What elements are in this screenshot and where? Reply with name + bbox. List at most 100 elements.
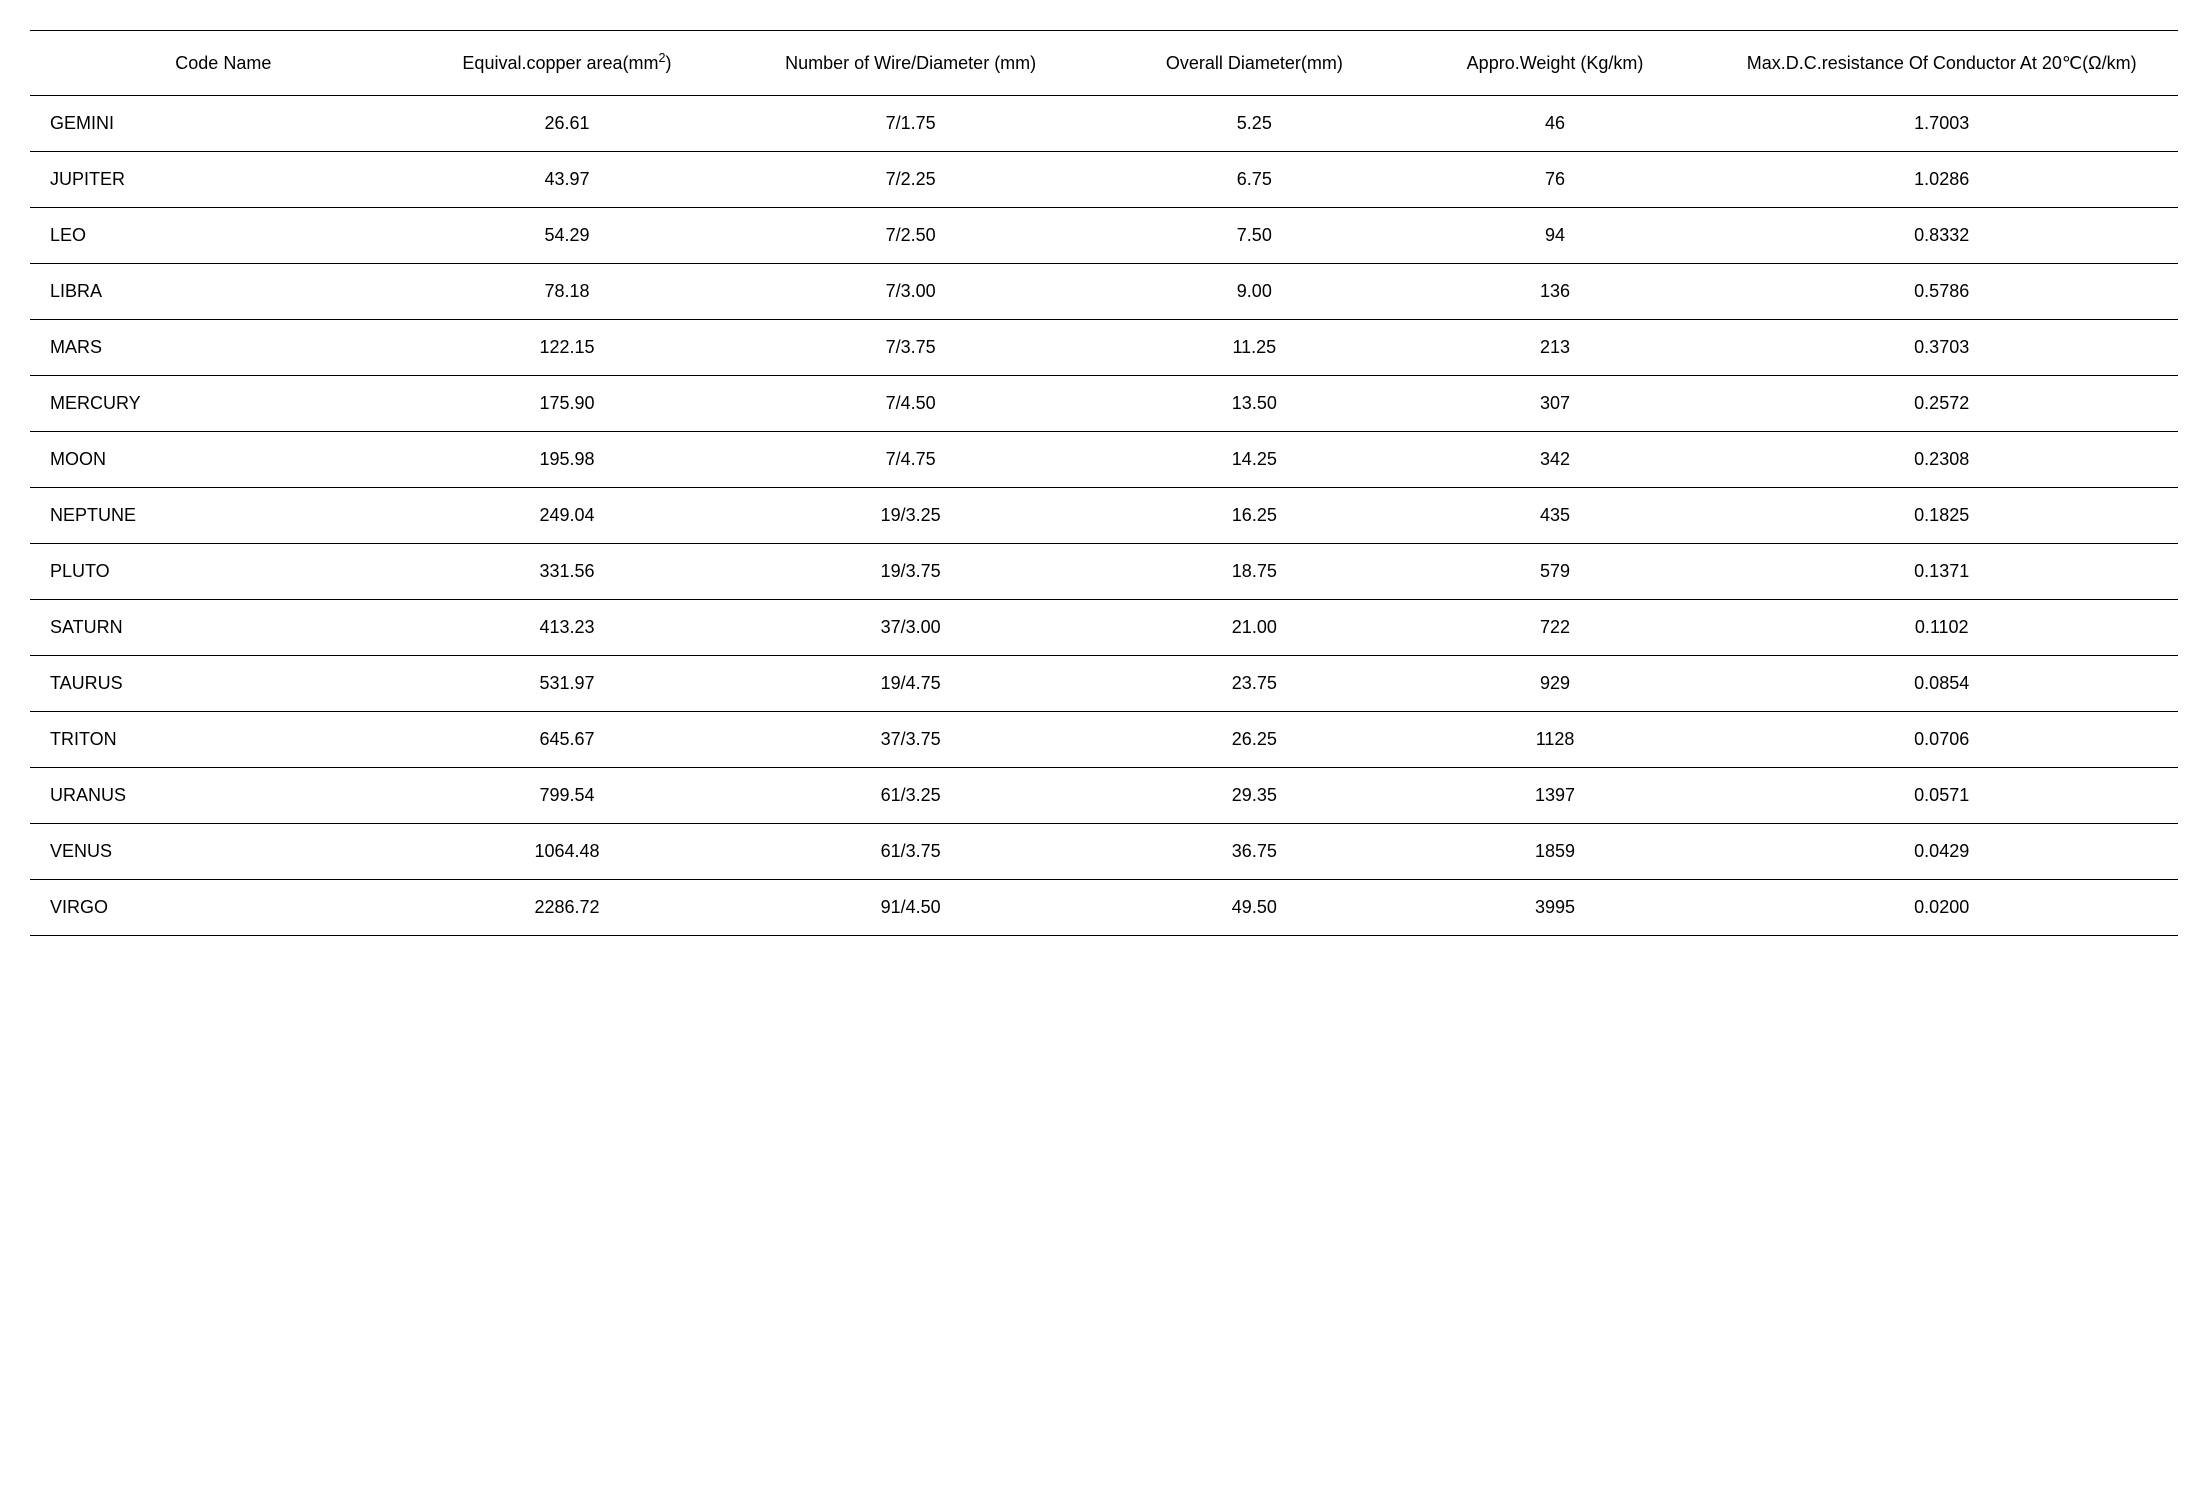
header-weight: Appro.Weight (Kg/km) xyxy=(1405,31,1706,96)
table-header: Code NameEquival.copper area(mm2)Number … xyxy=(30,31,2178,96)
cell-area: 195.98 xyxy=(417,432,718,488)
cell-weight: 342 xyxy=(1405,432,1706,488)
cell-area: 122.15 xyxy=(417,320,718,376)
cell-area: 531.97 xyxy=(417,656,718,712)
cell-code: URANUS xyxy=(30,768,417,824)
table-row: LIBRA78.187/3.009.001360.5786 xyxy=(30,264,2178,320)
table-header-row: Code NameEquival.copper area(mm2)Number … xyxy=(30,31,2178,96)
cell-resistance: 0.0706 xyxy=(1705,712,2178,768)
cell-code: TRITON xyxy=(30,712,417,768)
cell-wire: 61/3.75 xyxy=(717,824,1104,880)
cell-area: 175.90 xyxy=(417,376,718,432)
cell-resistance: 0.5786 xyxy=(1705,264,2178,320)
cell-wire: 37/3.00 xyxy=(717,600,1104,656)
cell-area: 43.97 xyxy=(417,152,718,208)
cell-diameter: 29.35 xyxy=(1104,768,1405,824)
table-row: MARS122.157/3.7511.252130.3703 xyxy=(30,320,2178,376)
cell-code: LIBRA xyxy=(30,264,417,320)
cell-code: TAURUS xyxy=(30,656,417,712)
cell-diameter: 9.00 xyxy=(1104,264,1405,320)
cell-resistance: 0.1102 xyxy=(1705,600,2178,656)
cell-resistance: 0.8332 xyxy=(1705,208,2178,264)
cell-resistance: 1.7003 xyxy=(1705,96,2178,152)
cell-area: 645.67 xyxy=(417,712,718,768)
cell-wire: 19/4.75 xyxy=(717,656,1104,712)
cell-diameter: 23.75 xyxy=(1104,656,1405,712)
cell-diameter: 11.25 xyxy=(1104,320,1405,376)
cell-resistance: 0.3703 xyxy=(1705,320,2178,376)
cell-resistance: 0.1371 xyxy=(1705,544,2178,600)
cell-resistance: 1.0286 xyxy=(1705,152,2178,208)
table-body: GEMINI26.617/1.755.25461.7003JUPITER43.9… xyxy=(30,96,2178,936)
header-area: Equival.copper area(mm2) xyxy=(417,31,718,96)
cell-weight: 307 xyxy=(1405,376,1706,432)
cell-weight: 579 xyxy=(1405,544,1706,600)
cell-area: 799.54 xyxy=(417,768,718,824)
cell-wire: 61/3.25 xyxy=(717,768,1104,824)
table-row: URANUS799.5461/3.2529.3513970.0571 xyxy=(30,768,2178,824)
table-row: TRITON645.6737/3.7526.2511280.0706 xyxy=(30,712,2178,768)
cell-diameter: 18.75 xyxy=(1104,544,1405,600)
cell-wire: 7/2.25 xyxy=(717,152,1104,208)
cell-diameter: 26.25 xyxy=(1104,712,1405,768)
cell-area: 249.04 xyxy=(417,488,718,544)
cell-weight: 722 xyxy=(1405,600,1706,656)
cell-weight: 1859 xyxy=(1405,824,1706,880)
cell-wire: 7/4.50 xyxy=(717,376,1104,432)
table-row: MERCURY175.907/4.5013.503070.2572 xyxy=(30,376,2178,432)
cell-area: 54.29 xyxy=(417,208,718,264)
header-code: Code Name xyxy=(30,31,417,96)
cell-diameter: 21.00 xyxy=(1104,600,1405,656)
cell-code: LEO xyxy=(30,208,417,264)
table-row: SATURN413.2337/3.0021.007220.1102 xyxy=(30,600,2178,656)
cell-diameter: 16.25 xyxy=(1104,488,1405,544)
cell-weight: 1397 xyxy=(1405,768,1706,824)
table-row: GEMINI26.617/1.755.25461.7003 xyxy=(30,96,2178,152)
cell-code: MOON xyxy=(30,432,417,488)
conductor-specs-table: Code NameEquival.copper area(mm2)Number … xyxy=(30,30,2178,936)
cell-code: NEPTUNE xyxy=(30,488,417,544)
cell-area: 331.56 xyxy=(417,544,718,600)
cell-area: 413.23 xyxy=(417,600,718,656)
header-resistance: Max.D.C.resistance Of Conductor At 20℃(Ω… xyxy=(1705,31,2178,96)
cell-wire: 19/3.75 xyxy=(717,544,1104,600)
table-row: MOON195.987/4.7514.253420.2308 xyxy=(30,432,2178,488)
cell-code: MERCURY xyxy=(30,376,417,432)
cell-weight: 213 xyxy=(1405,320,1706,376)
cell-weight: 1128 xyxy=(1405,712,1706,768)
header-wire: Number of Wire/Diameter (mm) xyxy=(717,31,1104,96)
cell-wire: 7/1.75 xyxy=(717,96,1104,152)
cell-wire: 37/3.75 xyxy=(717,712,1104,768)
cell-weight: 76 xyxy=(1405,152,1706,208)
table-row: JUPITER43.977/2.256.75761.0286 xyxy=(30,152,2178,208)
cell-code: PLUTO xyxy=(30,544,417,600)
cell-area: 2286.72 xyxy=(417,880,718,936)
cell-diameter: 14.25 xyxy=(1104,432,1405,488)
cell-code: VIRGO xyxy=(30,880,417,936)
cell-area: 1064.48 xyxy=(417,824,718,880)
table-row: LEO54.297/2.507.50940.8332 xyxy=(30,208,2178,264)
cell-code: VENUS xyxy=(30,824,417,880)
cell-resistance: 0.2308 xyxy=(1705,432,2178,488)
cell-resistance: 0.0571 xyxy=(1705,768,2178,824)
cell-code: SATURN xyxy=(30,600,417,656)
cell-resistance: 0.1825 xyxy=(1705,488,2178,544)
table-row: TAURUS531.9719/4.7523.759290.0854 xyxy=(30,656,2178,712)
table-row: PLUTO331.5619/3.7518.755790.1371 xyxy=(30,544,2178,600)
cell-diameter: 49.50 xyxy=(1104,880,1405,936)
table-row: NEPTUNE249.0419/3.2516.254350.1825 xyxy=(30,488,2178,544)
cell-weight: 435 xyxy=(1405,488,1706,544)
cell-diameter: 5.25 xyxy=(1104,96,1405,152)
cell-diameter: 6.75 xyxy=(1104,152,1405,208)
cell-resistance: 0.0854 xyxy=(1705,656,2178,712)
cell-area: 26.61 xyxy=(417,96,718,152)
cell-code: MARS xyxy=(30,320,417,376)
cell-weight: 3995 xyxy=(1405,880,1706,936)
cell-code: GEMINI xyxy=(30,96,417,152)
cell-diameter: 13.50 xyxy=(1104,376,1405,432)
cell-wire: 91/4.50 xyxy=(717,880,1104,936)
cell-diameter: 36.75 xyxy=(1104,824,1405,880)
cell-resistance: 0.0200 xyxy=(1705,880,2178,936)
cell-weight: 94 xyxy=(1405,208,1706,264)
cell-code: JUPITER xyxy=(30,152,417,208)
